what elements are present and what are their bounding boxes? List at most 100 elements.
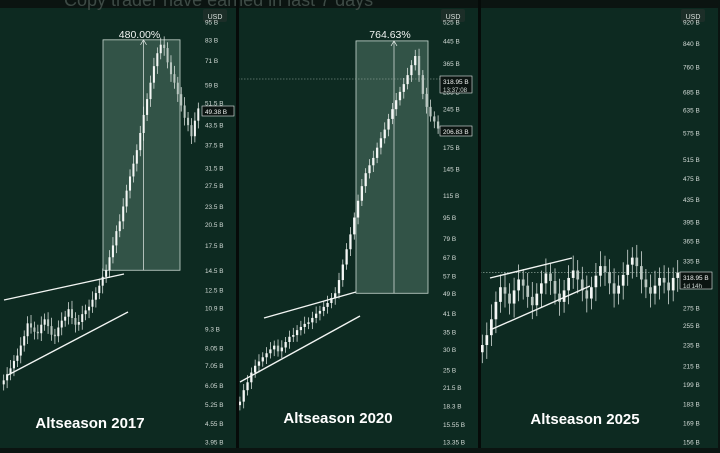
candle-body [360, 186, 364, 201]
y-tick-label: 57 B [443, 273, 456, 280]
currency-badge [681, 9, 705, 22]
candle-body [395, 100, 398, 110]
price-label-box [439, 75, 473, 94]
y-tick-label: 115 B [443, 193, 459, 200]
candle-body [9, 368, 12, 375]
y-tick-label: 215 B [683, 364, 700, 371]
candle-body [608, 271, 611, 284]
candle-body [43, 319, 46, 325]
y-tick-label: 685 B [683, 89, 700, 96]
candle-body [105, 270, 108, 277]
candle-body [334, 293, 337, 299]
candle-body [364, 173, 367, 187]
y-tick-label: 27.5 B [205, 183, 223, 190]
candle-body [187, 117, 190, 126]
candle-body [115, 231, 118, 246]
y-tick-label: 35 B [443, 329, 456, 336]
candle-body [276, 345, 280, 352]
price-label-box [439, 125, 473, 137]
candle-body [640, 266, 643, 280]
y-tick-label: 51.5 B [205, 100, 223, 107]
candle-body [490, 319, 493, 336]
candle-body [544, 273, 548, 284]
candle-body [84, 310, 87, 315]
candle-body [197, 108, 200, 121]
candle-body [128, 176, 132, 191]
y-tick-label: 14.5 B [205, 268, 223, 275]
candle-body [612, 283, 616, 294]
candle-body [111, 245, 114, 258]
candle-body [425, 93, 428, 107]
candle-body [81, 314, 84, 322]
candle-body [242, 390, 245, 402]
candle-body [36, 331, 39, 334]
candle-body [567, 277, 570, 291]
candle-body [330, 298, 333, 304]
candle-body [135, 150, 138, 164]
candle-body [265, 353, 268, 358]
trendline [239, 315, 361, 383]
candle-body [101, 276, 104, 286]
candle-body [6, 374, 9, 381]
y-tick-label: 920 B [683, 20, 700, 27]
currency-label: USD [208, 14, 223, 21]
candle-body [122, 206, 125, 222]
y-tick-label: 525 B [443, 20, 460, 27]
candle-body [40, 324, 43, 334]
candle-body [139, 132, 142, 151]
chart-title: Altseason 2020 [283, 410, 392, 427]
y-tick-label: 183 B [683, 402, 700, 409]
y-tick-label: 365 B [443, 61, 460, 68]
y-tick-label: 575 B [683, 131, 700, 138]
candle-body [326, 303, 329, 307]
candle-body [503, 287, 507, 294]
chart-title: Altseason 2025 [530, 411, 639, 428]
candle-body [480, 345, 484, 353]
header-text: Copy trader have earned in last 7 days [64, 0, 374, 10]
y-tick-label: 79 B [443, 236, 456, 243]
range-arrowhead [390, 40, 398, 47]
y-tick-label: 475 B [683, 176, 700, 183]
chart-title: Altseason 2017 [35, 415, 144, 432]
y-tick-label: 49 B [443, 291, 456, 298]
candle-body [299, 326, 303, 331]
candle-body [303, 323, 306, 327]
candle-body [292, 335, 295, 337]
candle-body [626, 264, 630, 275]
y-tick-label: 6.05 B [205, 383, 223, 390]
candle-body [261, 357, 264, 362]
y-tick-label: 13.35 B [443, 440, 465, 447]
candle-body [180, 94, 183, 106]
y-tick-label: 18.3 B [443, 403, 461, 410]
y-tick-label: 156 B [683, 440, 700, 447]
candle-body [594, 275, 598, 288]
candle-body [94, 293, 97, 300]
candle-body [295, 330, 299, 336]
candle-body [159, 44, 162, 54]
candle-body [667, 282, 670, 291]
y-tick-label: 840 B [683, 41, 700, 48]
candle-body [322, 306, 325, 311]
y-tick-label: 12.5 B [205, 287, 223, 294]
candle-body [494, 301, 498, 320]
candle-body [337, 280, 341, 294]
y-tick-label: 635 B [683, 107, 700, 114]
candle-body [406, 75, 409, 85]
candle-body [284, 342, 287, 348]
candle-body [152, 66, 155, 83]
currency-badge [203, 9, 227, 22]
candle-body [132, 163, 135, 177]
y-tick-label: 30 B [443, 347, 456, 354]
candle-body [149, 82, 152, 100]
candle-body [341, 264, 344, 281]
candle-body [67, 309, 70, 317]
candle-body [142, 114, 145, 133]
y-tick-label: 275 B [683, 305, 700, 312]
candle-body [402, 84, 405, 92]
candle-body [521, 279, 525, 286]
price-label: 49.38 B [205, 109, 227, 116]
candle-body [653, 285, 657, 294]
candle-body [526, 285, 530, 297]
y-tick-label: 445 B [443, 38, 460, 45]
